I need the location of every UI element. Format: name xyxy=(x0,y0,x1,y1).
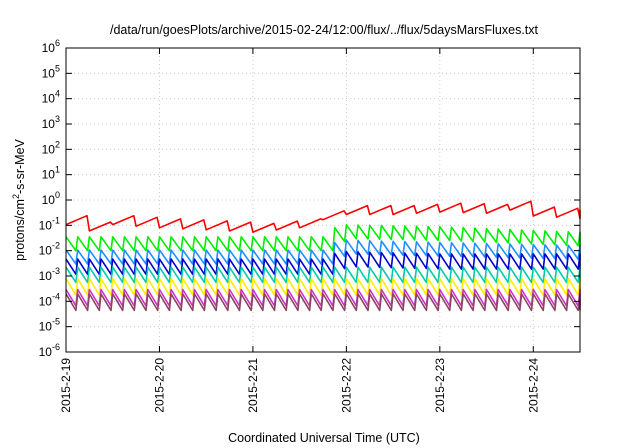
y-tick-label-base: 10 xyxy=(42,193,56,207)
y-tick-label-exponent: 1 xyxy=(55,165,60,175)
x-axis-label: Coordinated Universal Time (UTC) xyxy=(228,431,420,445)
series-line-6 xyxy=(65,277,581,296)
series-line-1 xyxy=(65,200,581,233)
y-tick-label-base: 10 xyxy=(42,92,56,106)
y-tick-label-exponent: -2 xyxy=(52,241,60,251)
y-axis-label-sup: 2 xyxy=(11,194,21,199)
y-tick-label: 10-2 xyxy=(39,241,60,258)
y-axis-label-base: protons/cm xyxy=(13,199,27,261)
y-tick-label-base: 10 xyxy=(39,269,53,283)
y-tick-label-exponent: 3 xyxy=(55,114,60,124)
series-line-4 xyxy=(65,250,581,276)
x-tick-label: 2015-2-23 xyxy=(433,358,447,413)
series-line-2 xyxy=(65,224,581,252)
y-tick-label-base: 10 xyxy=(42,66,56,80)
x-tick-label: 2015-2-22 xyxy=(339,358,353,413)
series-line-8 xyxy=(65,293,581,312)
x-tick-label: 2015-2-21 xyxy=(246,358,260,413)
y-tick-label: 104 xyxy=(42,89,60,106)
y-axis-label: protons/cm2-s-sr-MeV xyxy=(11,138,27,260)
y-tick-label: 105 xyxy=(42,63,60,80)
y-tick-label-exponent: 0 xyxy=(55,190,60,200)
y-tick-label: 10-5 xyxy=(39,317,60,334)
y-tick-label-exponent: -1 xyxy=(52,215,60,225)
chart-title: /data/run/goesPlots/archive/2015-02-24/1… xyxy=(110,23,539,37)
y-tick-label: 106 xyxy=(42,38,60,55)
y-tick-label: 102 xyxy=(42,139,60,156)
x-tick-label: 2015-2-20 xyxy=(152,358,166,413)
y-tick-label: 100 xyxy=(42,190,60,207)
x-tick-label: 2015-2-19 xyxy=(59,358,73,413)
series-line-3 xyxy=(65,239,581,265)
y-tick-label-base: 10 xyxy=(42,142,56,156)
y-tick-label-exponent: 4 xyxy=(55,89,60,99)
y-tick-label: 10-1 xyxy=(39,215,60,232)
y-tick-label-exponent: -4 xyxy=(52,291,60,301)
series-line-5 xyxy=(65,266,581,284)
y-tick-label: 103 xyxy=(42,114,60,131)
y-tick-label-base: 10 xyxy=(42,117,56,131)
y-tick-label-base: 10 xyxy=(39,218,53,232)
y-tick-label-exponent: 2 xyxy=(55,139,60,149)
y-tick-label-base: 10 xyxy=(42,41,56,55)
y-tick-label: 10-6 xyxy=(39,342,60,359)
x-tick-label: 2015-2-24 xyxy=(526,358,540,413)
y-tick-label-exponent: 6 xyxy=(55,38,60,48)
y-tick-label-exponent: -5 xyxy=(52,317,60,327)
series-layer xyxy=(65,200,581,312)
y-tick-label-base: 10 xyxy=(39,294,53,308)
y-tick-label-base: 10 xyxy=(42,168,56,182)
y-tick-label-exponent: 5 xyxy=(55,63,60,73)
y-tick-label-base: 10 xyxy=(39,320,53,334)
y-tick-label-exponent: -3 xyxy=(52,266,60,276)
y-tick-label-base: 10 xyxy=(39,244,53,258)
y-tick-label: 10-3 xyxy=(39,266,60,283)
y-tick-label-base: 10 xyxy=(39,345,53,359)
tick-layer: 10-610-510-410-310-210-11001011021031041… xyxy=(39,38,580,413)
y-tick-label: 10-4 xyxy=(39,291,60,308)
series-line-7 xyxy=(65,288,581,307)
y-tick-label: 101 xyxy=(42,165,60,182)
y-axis-label-rest: -s-sr-MeV xyxy=(13,138,27,194)
y-tick-label-exponent: -6 xyxy=(52,342,60,352)
